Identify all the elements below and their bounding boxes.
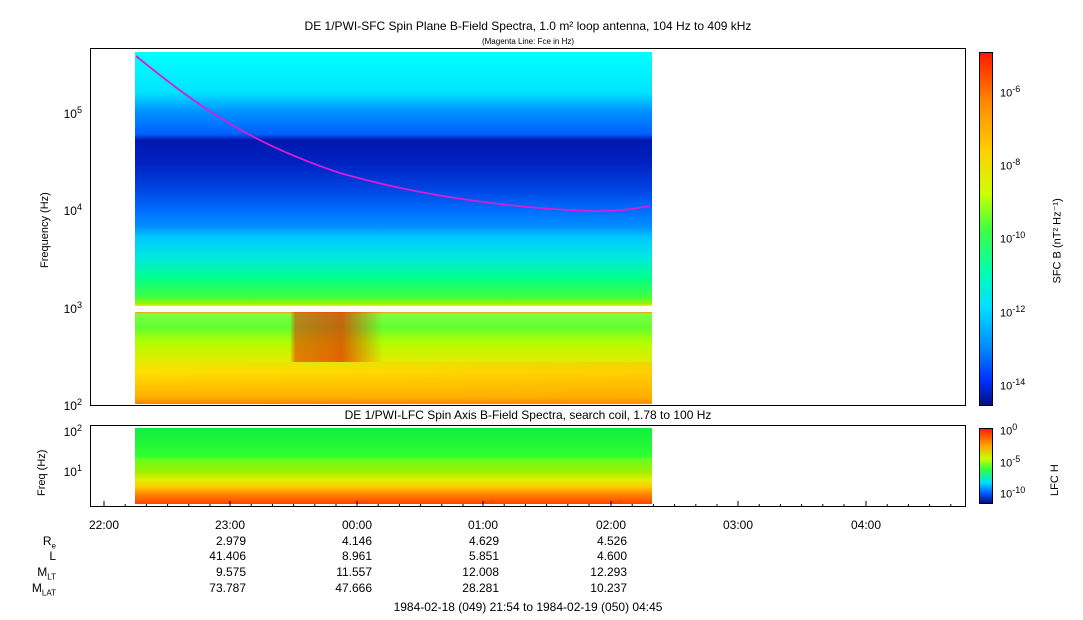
ephemeris-value: 73.787 (209, 581, 246, 595)
top-panel-data-gap (135, 306, 652, 312)
ephemeris-value: 10.237 (590, 581, 627, 595)
bottom-cbar-tick-1: 100 (1000, 422, 1018, 438)
top-cbar-tick-5: 10-14 (1000, 377, 1026, 393)
top-cbar-tick-2: 10-8 (1000, 157, 1021, 173)
ephemeris-value: 9.575 (215, 565, 246, 579)
ephemeris-value: 8.961 (341, 549, 372, 563)
ephemeris-value: 41.406 (209, 549, 246, 563)
xtick-2200: 22:00 (88, 518, 120, 532)
bottom-colorbar (979, 428, 993, 504)
xtick-0400: 04:00 (850, 518, 882, 532)
xtick-0100: 01:00 (467, 518, 499, 532)
ephemeris-value: 12.293 (590, 565, 627, 579)
xtick-0300: 03:00 (722, 518, 754, 532)
fce-magenta-line (135, 55, 651, 213)
bottom-spectrogram-image (135, 428, 652, 504)
bottom-ylabel: Freq (Hz) (36, 449, 48, 496)
bottom-panel-title: DE 1/PWI-LFC Spin Axis B-Field Spectra, … (344, 408, 712, 422)
time-range-label: 1984-02-18 (049) 21:54 to 1984-02-19 (05… (393, 600, 663, 614)
bottom-cbar-label: LFC H (1049, 464, 1061, 496)
ephemeris-value: 4.146 (341, 534, 372, 548)
eph-label-mlat: MLAT (31, 581, 56, 598)
ephemeris-value: 5.851 (468, 549, 499, 563)
top-cbar-tick-3: 10-10 (1000, 230, 1026, 246)
ephemeris-value: 4.600 (596, 549, 627, 563)
eph-label-mlt: MLT (37, 565, 56, 582)
top-cbar-tick-4: 10-12 (1000, 304, 1026, 320)
xtick-2300: 23:00 (214, 518, 246, 532)
ephemeris-value: 11.557 (336, 565, 372, 579)
top-ytick-1e2: 102 (63, 397, 82, 413)
bottom-ytick-1e2: 102 (63, 423, 82, 439)
xtick-0200: 02:00 (595, 518, 627, 532)
top-ytick-1e5: 105 (63, 105, 82, 121)
eph-label-l: L (49, 549, 56, 563)
bottom-cbar-tick-3: 10-10 (1000, 485, 1026, 501)
x-axis-ticks (103, 501, 952, 507)
eph-label-re: Re (42, 534, 56, 551)
top-cbar-tick-1: 10-6 (1000, 84, 1021, 100)
top-ylabel: Frequency (Hz) (39, 192, 51, 268)
top-ytick-1e3: 103 (63, 300, 82, 316)
top-colorbar (979, 52, 993, 406)
xtick-0000: 00:00 (341, 518, 373, 532)
ephemeris-value: 12.008 (462, 565, 499, 579)
top-ytick-1e4: 104 (63, 202, 82, 218)
top-spectrogram-image (135, 52, 652, 404)
ephemeris-value: 2.979 (215, 534, 246, 548)
top-panel-subtitle: (Magenta Line: Fce in Hz) (481, 37, 575, 46)
bottom-ytick-1e1: 101 (63, 463, 82, 479)
ephemeris-value: 4.629 (468, 534, 499, 548)
ephemeris-value: 28.281 (462, 581, 499, 595)
top-cbar-label: SFC B (nT² Hz⁻¹) (1051, 198, 1064, 284)
ephemeris-value: 4.526 (596, 534, 627, 548)
bottom-cbar-tick-2: 10-5 (1000, 454, 1021, 470)
ephemeris-value: 47.666 (335, 581, 372, 595)
top-panel-title: DE 1/PWI-SFC Spin Plane B-Field Spectra,… (304, 19, 752, 33)
